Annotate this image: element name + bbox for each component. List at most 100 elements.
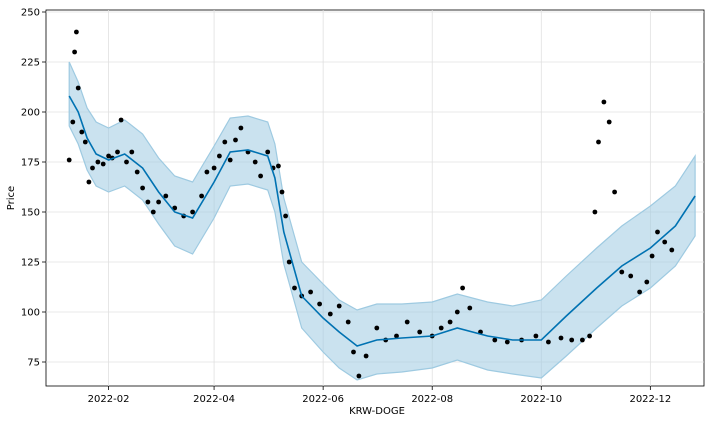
y-axis-label: Price — [6, 186, 17, 210]
observed-point — [283, 213, 288, 219]
x-axis: 2022-02 2022-04 2022-06 2022-08 2022-10 2022-… — [88, 386, 671, 405]
observed-point — [100, 161, 106, 167]
observed-point — [460, 285, 465, 291]
observed-point — [75, 85, 81, 91]
observed-point — [612, 189, 617, 195]
observed-point — [356, 373, 362, 379]
observed-point — [644, 279, 650, 285]
observed-point — [394, 333, 399, 339]
observed-point — [351, 349, 356, 355]
observed-point — [669, 247, 675, 253]
observed-point — [86, 179, 92, 185]
observed-point — [222, 139, 228, 145]
forecast-line — [68, 95, 696, 347]
observed-point — [601, 99, 607, 105]
y-axis: 75 100 125 150 175 200 225 250 — [21, 8, 46, 369]
observed-point — [217, 153, 222, 159]
observed-point — [447, 319, 453, 325]
observed-point — [592, 209, 598, 215]
observed-point — [124, 159, 129, 165]
observed-point — [308, 289, 313, 295]
observed-point — [134, 169, 140, 175]
x-tick-label: 2022-04 — [193, 394, 235, 405]
observed-point — [454, 309, 460, 315]
observed-point — [619, 269, 625, 275]
observed-point — [150, 209, 156, 215]
observed-point — [628, 273, 634, 279]
observed-point — [655, 229, 660, 235]
observed-point — [438, 325, 444, 331]
observed-point — [286, 259, 292, 265]
observed-point — [279, 189, 285, 195]
observed-point — [276, 163, 281, 169]
observed-point — [292, 285, 297, 291]
y-tick-label: 150 — [21, 208, 40, 219]
observed-point — [82, 139, 88, 145]
x-axis-label: KRW-DOGE — [349, 406, 405, 417]
observed-point — [258, 173, 263, 179]
observed-point — [211, 165, 217, 171]
forecast-path — [68, 95, 696, 347]
observed-points — [66, 29, 675, 379]
y-tick-label: 100 — [21, 308, 40, 319]
y-tick-label: 250 — [21, 8, 40, 19]
observed-point — [199, 193, 205, 199]
observed-point — [72, 49, 77, 55]
observed-point — [317, 301, 322, 307]
observed-point — [118, 117, 124, 123]
observed-point — [662, 239, 668, 245]
observed-point — [327, 311, 333, 317]
observed-point — [374, 325, 380, 331]
y-tick-label: 125 — [21, 258, 40, 269]
observed-point — [74, 29, 79, 35]
y-tick-label: 75 — [27, 358, 40, 369]
observed-point — [546, 339, 551, 345]
observed-point — [417, 329, 423, 335]
observed-point — [533, 333, 539, 339]
observed-point — [145, 199, 151, 205]
observed-point — [606, 119, 612, 125]
observed-point — [95, 159, 101, 165]
observed-point — [345, 319, 351, 325]
x-tick-label: 2022-02 — [88, 394, 130, 405]
observed-point — [649, 253, 655, 259]
x-tick-label: 2022-08 — [411, 394, 453, 405]
observed-point — [106, 153, 111, 159]
observed-point — [558, 335, 564, 341]
observed-point — [90, 165, 95, 171]
y-tick-label: 200 — [21, 108, 40, 119]
observed-point — [265, 149, 271, 155]
observed-point — [404, 319, 410, 325]
y-tick-label: 225 — [21, 58, 40, 69]
observed-point — [569, 337, 575, 343]
observed-point — [156, 199, 162, 205]
observed-point — [227, 157, 233, 163]
observed-point — [172, 205, 178, 211]
observed-point — [70, 119, 76, 125]
observed-point — [204, 169, 210, 175]
observed-point — [252, 159, 258, 165]
observed-point — [637, 289, 642, 295]
observed-point — [79, 129, 85, 135]
observed-point — [66, 157, 72, 163]
observed-point — [140, 185, 146, 191]
observed-point — [580, 337, 585, 343]
observed-point — [492, 337, 498, 343]
observed-point — [596, 139, 601, 145]
x-tick-label: 2022-06 — [302, 394, 344, 405]
observed-point — [233, 137, 238, 143]
observed-point — [238, 125, 244, 131]
observed-point — [504, 339, 510, 345]
observed-point — [163, 193, 169, 199]
observed-point — [190, 209, 196, 215]
observed-point — [336, 303, 342, 309]
observed-point — [129, 149, 135, 155]
y-tick-label: 175 — [21, 158, 40, 169]
observed-point — [115, 149, 120, 155]
x-tick-label: 2022-12 — [629, 394, 671, 405]
x-tick-label: 2022-10 — [520, 394, 562, 405]
observed-point — [467, 305, 473, 311]
observed-point — [587, 333, 592, 339]
